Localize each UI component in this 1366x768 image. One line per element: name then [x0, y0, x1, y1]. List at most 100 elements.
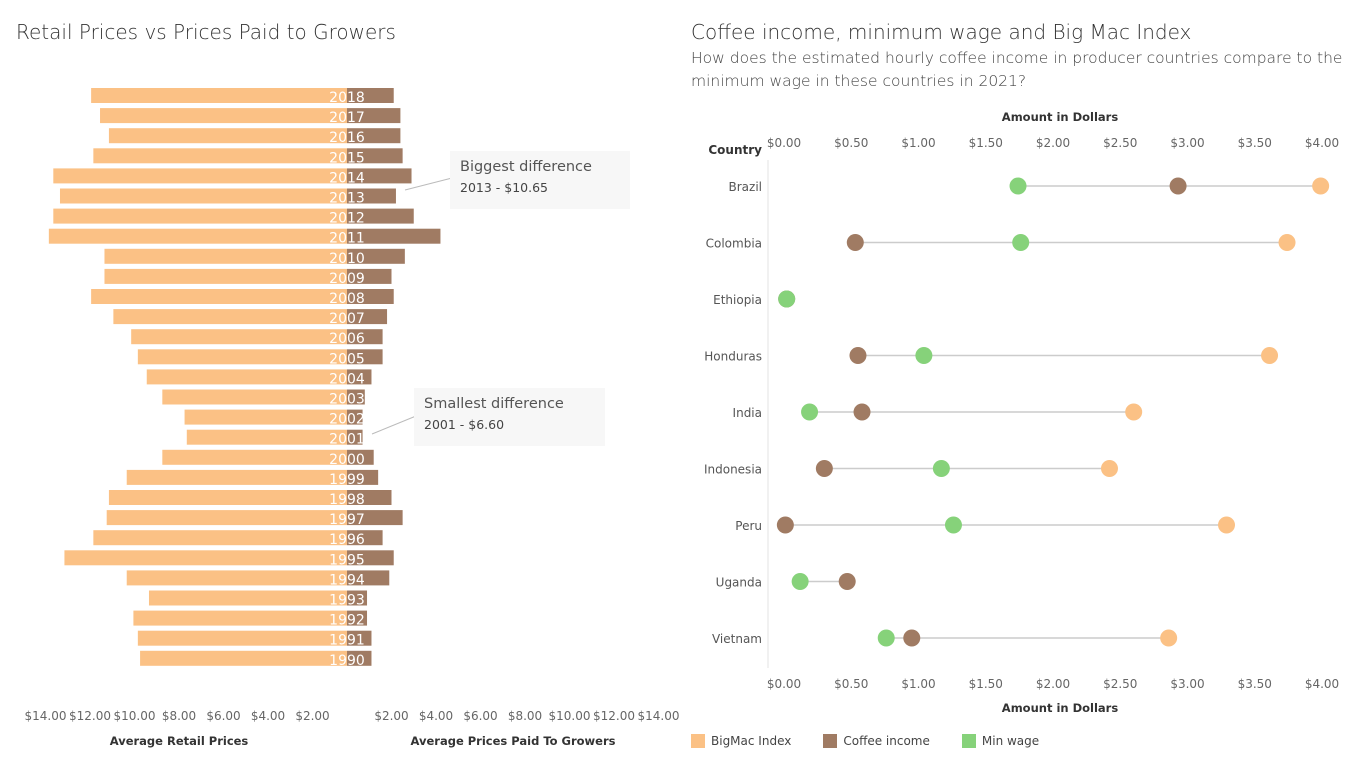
- top-axis-tick: $3.50: [1238, 136, 1272, 150]
- grower-price-bar: [347, 429, 363, 445]
- top-axis-tick: $2.50: [1103, 136, 1137, 150]
- year-label: 1998: [329, 492, 365, 508]
- min-wage-dot: [801, 403, 819, 421]
- year-label: 2011: [329, 231, 365, 247]
- top-axis-title: Amount in Dollars: [1002, 110, 1119, 124]
- legend-label: BigMac Index: [711, 734, 792, 748]
- min-wage-dot: [791, 573, 809, 590]
- callout-title: Smallest difference: [424, 396, 564, 412]
- retail-price-bar: [104, 248, 347, 264]
- grower-price-bar: [347, 309, 388, 325]
- grower-price-bar: [347, 248, 405, 264]
- year-label: 2003: [329, 392, 365, 408]
- grower-price-bar: [347, 550, 394, 566]
- country-label: Brazil: [729, 180, 763, 194]
- grower-price-bar: [347, 389, 365, 405]
- right-axis-tick: $4.00: [419, 709, 453, 723]
- retail-price-bar: [162, 449, 347, 465]
- retail-price-bar: [162, 389, 347, 405]
- bigmac-dot: [1160, 629, 1178, 647]
- year-label: 2009: [329, 271, 365, 287]
- bigmac-dot: [1218, 516, 1236, 534]
- retail-price-bar: [148, 590, 347, 606]
- legend-item-min-wage[interactable]: Min wage: [961, 734, 1039, 748]
- year-label: 1999: [329, 472, 365, 488]
- left-axis-tick: $14.00: [25, 709, 67, 723]
- country-label: India: [733, 406, 762, 420]
- callout-leader-line: [404, 177, 453, 191]
- retail-price-bar: [48, 228, 347, 244]
- right-chart-title: Coffee income, minimum wage and Big Mac …: [691, 20, 1192, 44]
- legend-item-coffee-income[interactable]: Coffee income: [823, 734, 930, 748]
- top-axis-tick: $4.00: [1305, 136, 1339, 150]
- bottom-axis-title: Amount in Dollars: [1002, 701, 1119, 715]
- right-axis-tick: $2.00: [374, 709, 408, 723]
- retail-price-bar: [93, 148, 347, 164]
- year-label: 2004: [329, 371, 365, 387]
- year-label: 2002: [329, 412, 365, 428]
- retail-price-bar: [93, 530, 347, 546]
- grower-price-bar: [347, 570, 390, 586]
- grower-price-bar: [347, 228, 441, 244]
- year-label: 2008: [329, 291, 365, 307]
- retail-price-bar: [100, 108, 348, 124]
- retail-price-bar: [186, 429, 347, 445]
- biggest-difference-callout: Biggest difference 2013 - $10.65: [450, 151, 630, 209]
- right-axis-tick: $8.00: [508, 709, 542, 723]
- callout-leader-line: [371, 415, 417, 435]
- legend-swatch: [961, 734, 976, 748]
- legend-label: Coffee income: [843, 734, 930, 748]
- retail-price-bar: [59, 188, 347, 204]
- callout-title: Biggest difference: [460, 159, 592, 175]
- grower-price-bar: [347, 349, 383, 365]
- grower-price-bar: [347, 630, 372, 646]
- grower-price-bar: [347, 490, 392, 505]
- callout-value: 2013 - $10.65: [460, 180, 549, 195]
- year-label: 2013: [329, 191, 365, 207]
- retail-price-bar: [104, 268, 347, 284]
- country-label: Vietnam: [712, 632, 762, 646]
- legend-item-bigmac[interactable]: BigMac Index: [691, 734, 791, 748]
- min-wage-dot: [944, 516, 962, 534]
- right-axis-tick: $12.00: [593, 709, 635, 723]
- left-axis-tick: $8.00: [162, 709, 196, 723]
- grower-price-bar: [347, 449, 374, 465]
- bottom-axis-tick: $4.00: [1305, 677, 1339, 691]
- coffee-income-dot: [838, 573, 856, 590]
- legend-swatch: [823, 734, 838, 748]
- min-wage-dot: [915, 347, 933, 364]
- year-label: 2018: [329, 90, 365, 106]
- grower-price-bar: [347, 650, 372, 666]
- right-axis-tick: $6.00: [463, 709, 497, 723]
- min-wage-dot: [778, 290, 796, 308]
- left-axis-tick: $12.00: [69, 709, 111, 723]
- right-chart-subtitle: How does the estimated hourly coffee inc…: [691, 49, 1343, 90]
- retail-price-bar: [113, 309, 347, 325]
- bottom-axis-tick: $2.50: [1103, 677, 1137, 691]
- top-axis-tick: $2.00: [1036, 136, 1070, 150]
- grower-price-bar: [347, 208, 414, 224]
- year-label: 2017: [329, 110, 365, 126]
- grower-price-bar: [347, 530, 383, 546]
- country-label: Colombia: [706, 237, 762, 251]
- year-label: 1994: [329, 572, 365, 588]
- year-label: 2007: [329, 311, 365, 327]
- retail-price-bar: [108, 128, 347, 144]
- coffee-income-dot: [903, 629, 921, 647]
- bigmac-dot: [1278, 234, 1296, 251]
- top-axis-tick: $0.00: [767, 136, 801, 150]
- retail-price-bar: [91, 289, 347, 304]
- retail-price-bar: [126, 469, 347, 485]
- year-label: 2000: [329, 452, 365, 468]
- grower-price-bar: [347, 128, 401, 144]
- year-label: 2014: [329, 170, 365, 186]
- grower-price-bar: [347, 329, 383, 345]
- bigmac-dot: [1100, 460, 1118, 477]
- year-label: 1995: [329, 552, 365, 568]
- top-axis-tick: $1.50: [969, 136, 1003, 150]
- left-axis-tick: $6.00: [206, 709, 240, 723]
- row-header: Country: [708, 143, 762, 157]
- year-label: 1991: [329, 633, 365, 649]
- bottom-axis-tick: $1.00: [901, 677, 935, 691]
- min-wage-dot: [1009, 177, 1027, 195]
